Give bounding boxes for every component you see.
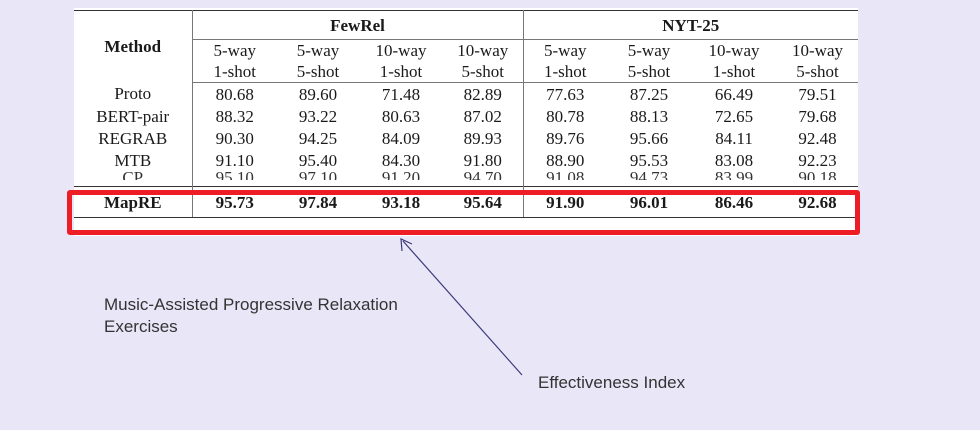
value-cell: 90.18 (777, 171, 858, 180)
value-cell: 89.93 (443, 127, 524, 149)
value-cell: 88.32 (215, 106, 254, 126)
value-cell: 89.60 (298, 84, 338, 104)
subheader-cell: 5-way (544, 41, 587, 60)
subheader-row-2: 1-shot 5-shot 1-shot 5-shot 1-shot 5-sho… (74, 61, 859, 83)
subheader-cell: 10-way (375, 41, 427, 60)
highlight-box (67, 190, 860, 235)
value-cell: 83.08 (714, 150, 754, 170)
value-cell: 94.25 (298, 128, 338, 148)
value-cell: 82.89 (443, 82, 524, 105)
value-cell: 91.20 (359, 171, 443, 180)
value-cell: 80.63 (381, 106, 421, 126)
method-cell: MTB (74, 149, 193, 171)
value-cell: 80.78 (546, 106, 585, 126)
value-cell: 93.22 (298, 106, 338, 126)
arrow-line (402, 240, 523, 376)
method-header: Method (74, 10, 193, 83)
results-table: Method FewRel NYT-25 5-way 5-way 10-way … (74, 10, 859, 218)
value-cell: 90.30 (215, 128, 254, 148)
value-cell: 91.80 (443, 149, 524, 171)
left-caption: Music-Assisted Progressive Relaxation Ex… (104, 295, 398, 336)
value-cell: 95.40 (298, 150, 338, 170)
method-cell: REGRAB (74, 127, 193, 149)
value-cell: 92.48 (798, 128, 837, 148)
group-header-fewrel: FewRel (192, 10, 524, 40)
value-cell: 91.10 (215, 150, 254, 170)
table-row: REGRAB 90.30 94.25 84.09 89.93 89.76 95.… (74, 127, 858, 149)
subheader-cell: 10-way (792, 41, 843, 60)
value-cell: 77.63 (546, 84, 585, 104)
value-cell: 66.49 (714, 84, 754, 104)
subheader-cell: 1-shot (691, 61, 778, 83)
group-header-row: Method FewRel NYT-25 (74, 10, 859, 83)
value-cell: 92.23 (798, 150, 837, 170)
value-cell: 88.90 (546, 150, 585, 170)
value-cell: 80.68 (215, 84, 254, 104)
method-cell: CP (74, 171, 191, 180)
value-cell: 72.65 (714, 106, 754, 126)
subheader-row-1: 5-way 5-way 10-way 10-way 5-way 5-way 10… (74, 39, 858, 61)
subheader-cell: 5-shot (277, 61, 359, 83)
subheader-cell: 5-shot (607, 61, 692, 83)
value-cell: 84.11 (715, 128, 753, 148)
group-header-nyt25: NYT-25 (523, 10, 859, 40)
value-cell: 84.09 (381, 128, 421, 148)
table-row: MTB 91.10 95.40 84.30 91.80 88.90 95.53 … (74, 149, 858, 171)
value-cell: 89.76 (546, 128, 585, 148)
method-cell: Proto (74, 82, 193, 105)
value-cell: 87.25 (629, 84, 669, 104)
value-cell: 88.13 (629, 106, 669, 126)
subheader-cell: 1-shot (359, 61, 443, 83)
subheader-cell: 10-way (708, 41, 760, 60)
arrow-head (400, 238, 413, 252)
value-cell: 95.66 (629, 128, 669, 148)
value-cell: 95.73 (192, 186, 277, 218)
value-cell: 79.68 (798, 106, 837, 126)
method-cell: BERT-pair (74, 105, 193, 127)
value-cell: 71.48 (381, 84, 421, 104)
value-cell: 95.53 (629, 150, 669, 170)
right-caption: Effectiveness Index (538, 373, 686, 392)
value-cell: 79.51 (798, 84, 837, 104)
value-cell: 97.10 (277, 171, 359, 180)
subheader-cell: 5-way (627, 41, 671, 60)
value-cell: 84.30 (381, 150, 421, 170)
table-row: Proto 80.68 89.60 71.48 82.89 77.63 87.2… (74, 82, 858, 105)
value-cell: 91.08 (524, 171, 608, 180)
subheader-cell: 1-shot (523, 61, 608, 83)
subheader-cell: 5-way (296, 41, 340, 60)
subheader-cell: 5-way (213, 41, 256, 60)
table-row-clipped: CP 95.10 97.10 91.20 94.70 91.08 94.73 8… (74, 171, 858, 180)
value-cell: 83.99 (691, 171, 777, 180)
value-cell: 95.10 (193, 171, 278, 180)
subheader-cell: 10-way (443, 39, 524, 61)
value-cell: 94.70 (443, 171, 522, 180)
value-cell: 94.73 (607, 171, 691, 180)
subheader-cell: 5-shot (443, 61, 524, 83)
subheader-cell: 5-shot (777, 61, 859, 83)
value-cell: 87.02 (443, 105, 524, 127)
table-row: BERT-pair 88.32 93.22 80.63 87.02 80.78 … (74, 105, 858, 127)
subheader-cell: 1-shot (192, 61, 277, 83)
